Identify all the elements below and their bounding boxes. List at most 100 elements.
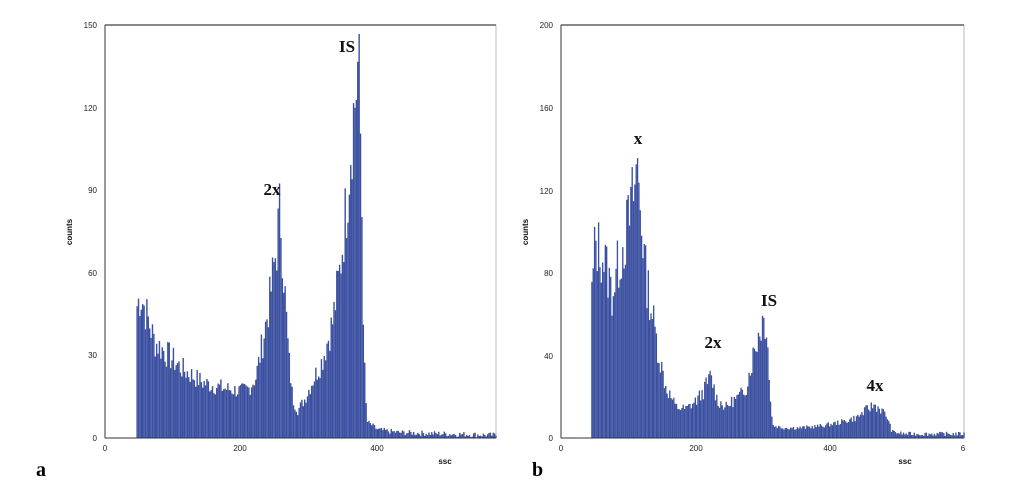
histogram-bar	[623, 268, 625, 438]
histogram-bar	[773, 426, 776, 438]
histogram-bar	[751, 373, 753, 438]
histogram-bar	[453, 433, 455, 438]
histogram-bar	[285, 311, 288, 438]
histogram-bar	[329, 350, 331, 438]
histogram-bar	[757, 332, 760, 438]
histogram-bar	[606, 246, 608, 438]
histogram-bar	[376, 429, 379, 438]
histogram-bar	[859, 414, 862, 438]
histogram-bar	[320, 359, 323, 438]
histogram-bar	[366, 422, 369, 438]
histogram-bar	[959, 432, 961, 438]
histogram-bar	[869, 411, 871, 438]
histogram-bar	[936, 432, 938, 438]
y-axis-title-a: counts	[65, 218, 74, 245]
histogram-bar	[741, 389, 744, 438]
ytick-a-1: 30	[88, 351, 97, 360]
histogram-bar	[220, 379, 222, 438]
histogram-bar	[433, 431, 436, 438]
histogram-bar	[345, 238, 348, 438]
histogram-bar	[400, 432, 402, 438]
histogram-bar	[493, 433, 496, 438]
histogram-bar	[928, 433, 930, 438]
histogram-bar	[655, 333, 658, 438]
histogram-bar	[390, 428, 392, 438]
histogram-bar	[704, 381, 706, 438]
histogram-bar	[174, 369, 176, 438]
histogram-bar	[769, 401, 772, 438]
histogram-bar	[810, 428, 812, 438]
histogram-bar	[164, 361, 166, 438]
panel-label-a: a	[36, 459, 46, 481]
histogram-bar	[733, 396, 735, 438]
xtick-b-1: 200	[689, 444, 703, 453]
histogram-bar	[295, 411, 298, 438]
histogram-bar	[410, 431, 412, 438]
histogram-bar	[665, 385, 667, 438]
histogram-bar	[682, 404, 684, 438]
histogram-bar	[764, 339, 766, 438]
histogram-bar	[747, 386, 749, 438]
histogram-bar	[700, 400, 702, 438]
histogram-bar	[890, 431, 893, 438]
histogram-bar	[190, 369, 193, 438]
histogram-bar	[364, 362, 366, 438]
histogram-bar	[143, 305, 145, 438]
histogram-bar	[326, 343, 328, 438]
histogram-bar	[155, 343, 158, 438]
histogram-bar	[683, 409, 686, 438]
histogram-bar	[228, 390, 230, 438]
histogram-bar	[472, 433, 475, 438]
histogram-bar	[730, 396, 733, 438]
histogram-bar	[283, 292, 285, 438]
histogram-bar	[375, 428, 377, 438]
histogram-bar	[292, 405, 295, 438]
histogram-bar	[167, 341, 169, 438]
histogram-bar	[941, 432, 944, 438]
histogram-bar	[955, 432, 957, 438]
histogram-bar	[347, 222, 349, 438]
histogram-bar	[397, 430, 399, 438]
histogram-bar	[960, 435, 962, 438]
histogram-bar	[843, 420, 846, 438]
histogram-bar	[396, 430, 398, 438]
histogram-bar	[214, 394, 217, 438]
histogram-bar	[631, 167, 633, 438]
histogram-bar	[176, 363, 179, 438]
histogram-bar	[457, 436, 459, 438]
histogram-bar	[882, 409, 885, 438]
histogram-bar	[657, 362, 659, 438]
histogram-bar	[839, 424, 842, 438]
histogram-bar	[884, 411, 886, 438]
histogram-bar	[792, 426, 795, 438]
histogram-bar	[439, 435, 441, 438]
histogram-bar	[619, 279, 621, 438]
histogram-bar	[721, 405, 723, 438]
histogram-bar	[892, 429, 894, 438]
histogram-bar	[456, 436, 458, 438]
histogram-bar	[776, 428, 778, 438]
histogram-bar	[708, 374, 710, 438]
histogram-bar	[863, 407, 866, 438]
histogram-bar	[687, 404, 690, 438]
histogram-bar	[927, 435, 929, 438]
histogram-bar	[382, 430, 384, 438]
histogram-bar	[262, 358, 264, 438]
xtick-a-1: 200	[233, 444, 247, 453]
histogram-bar	[654, 326, 656, 438]
histogram-bar	[151, 324, 154, 438]
histogram-bar	[732, 407, 734, 438]
histogram-bar	[744, 395, 746, 438]
histogram-bar	[147, 316, 149, 438]
histogram-bar	[242, 383, 244, 438]
histogram-bar	[616, 240, 619, 438]
histogram-bar	[175, 365, 177, 438]
histogram-bar	[421, 430, 423, 438]
histogram-bar	[924, 432, 926, 438]
histogram-bar	[961, 435, 964, 438]
histogram-bar	[252, 384, 254, 438]
histogram-bar	[829, 426, 831, 438]
histogram-bar	[401, 430, 404, 438]
histogram-bar	[920, 435, 922, 438]
histogram-bar	[238, 386, 240, 438]
